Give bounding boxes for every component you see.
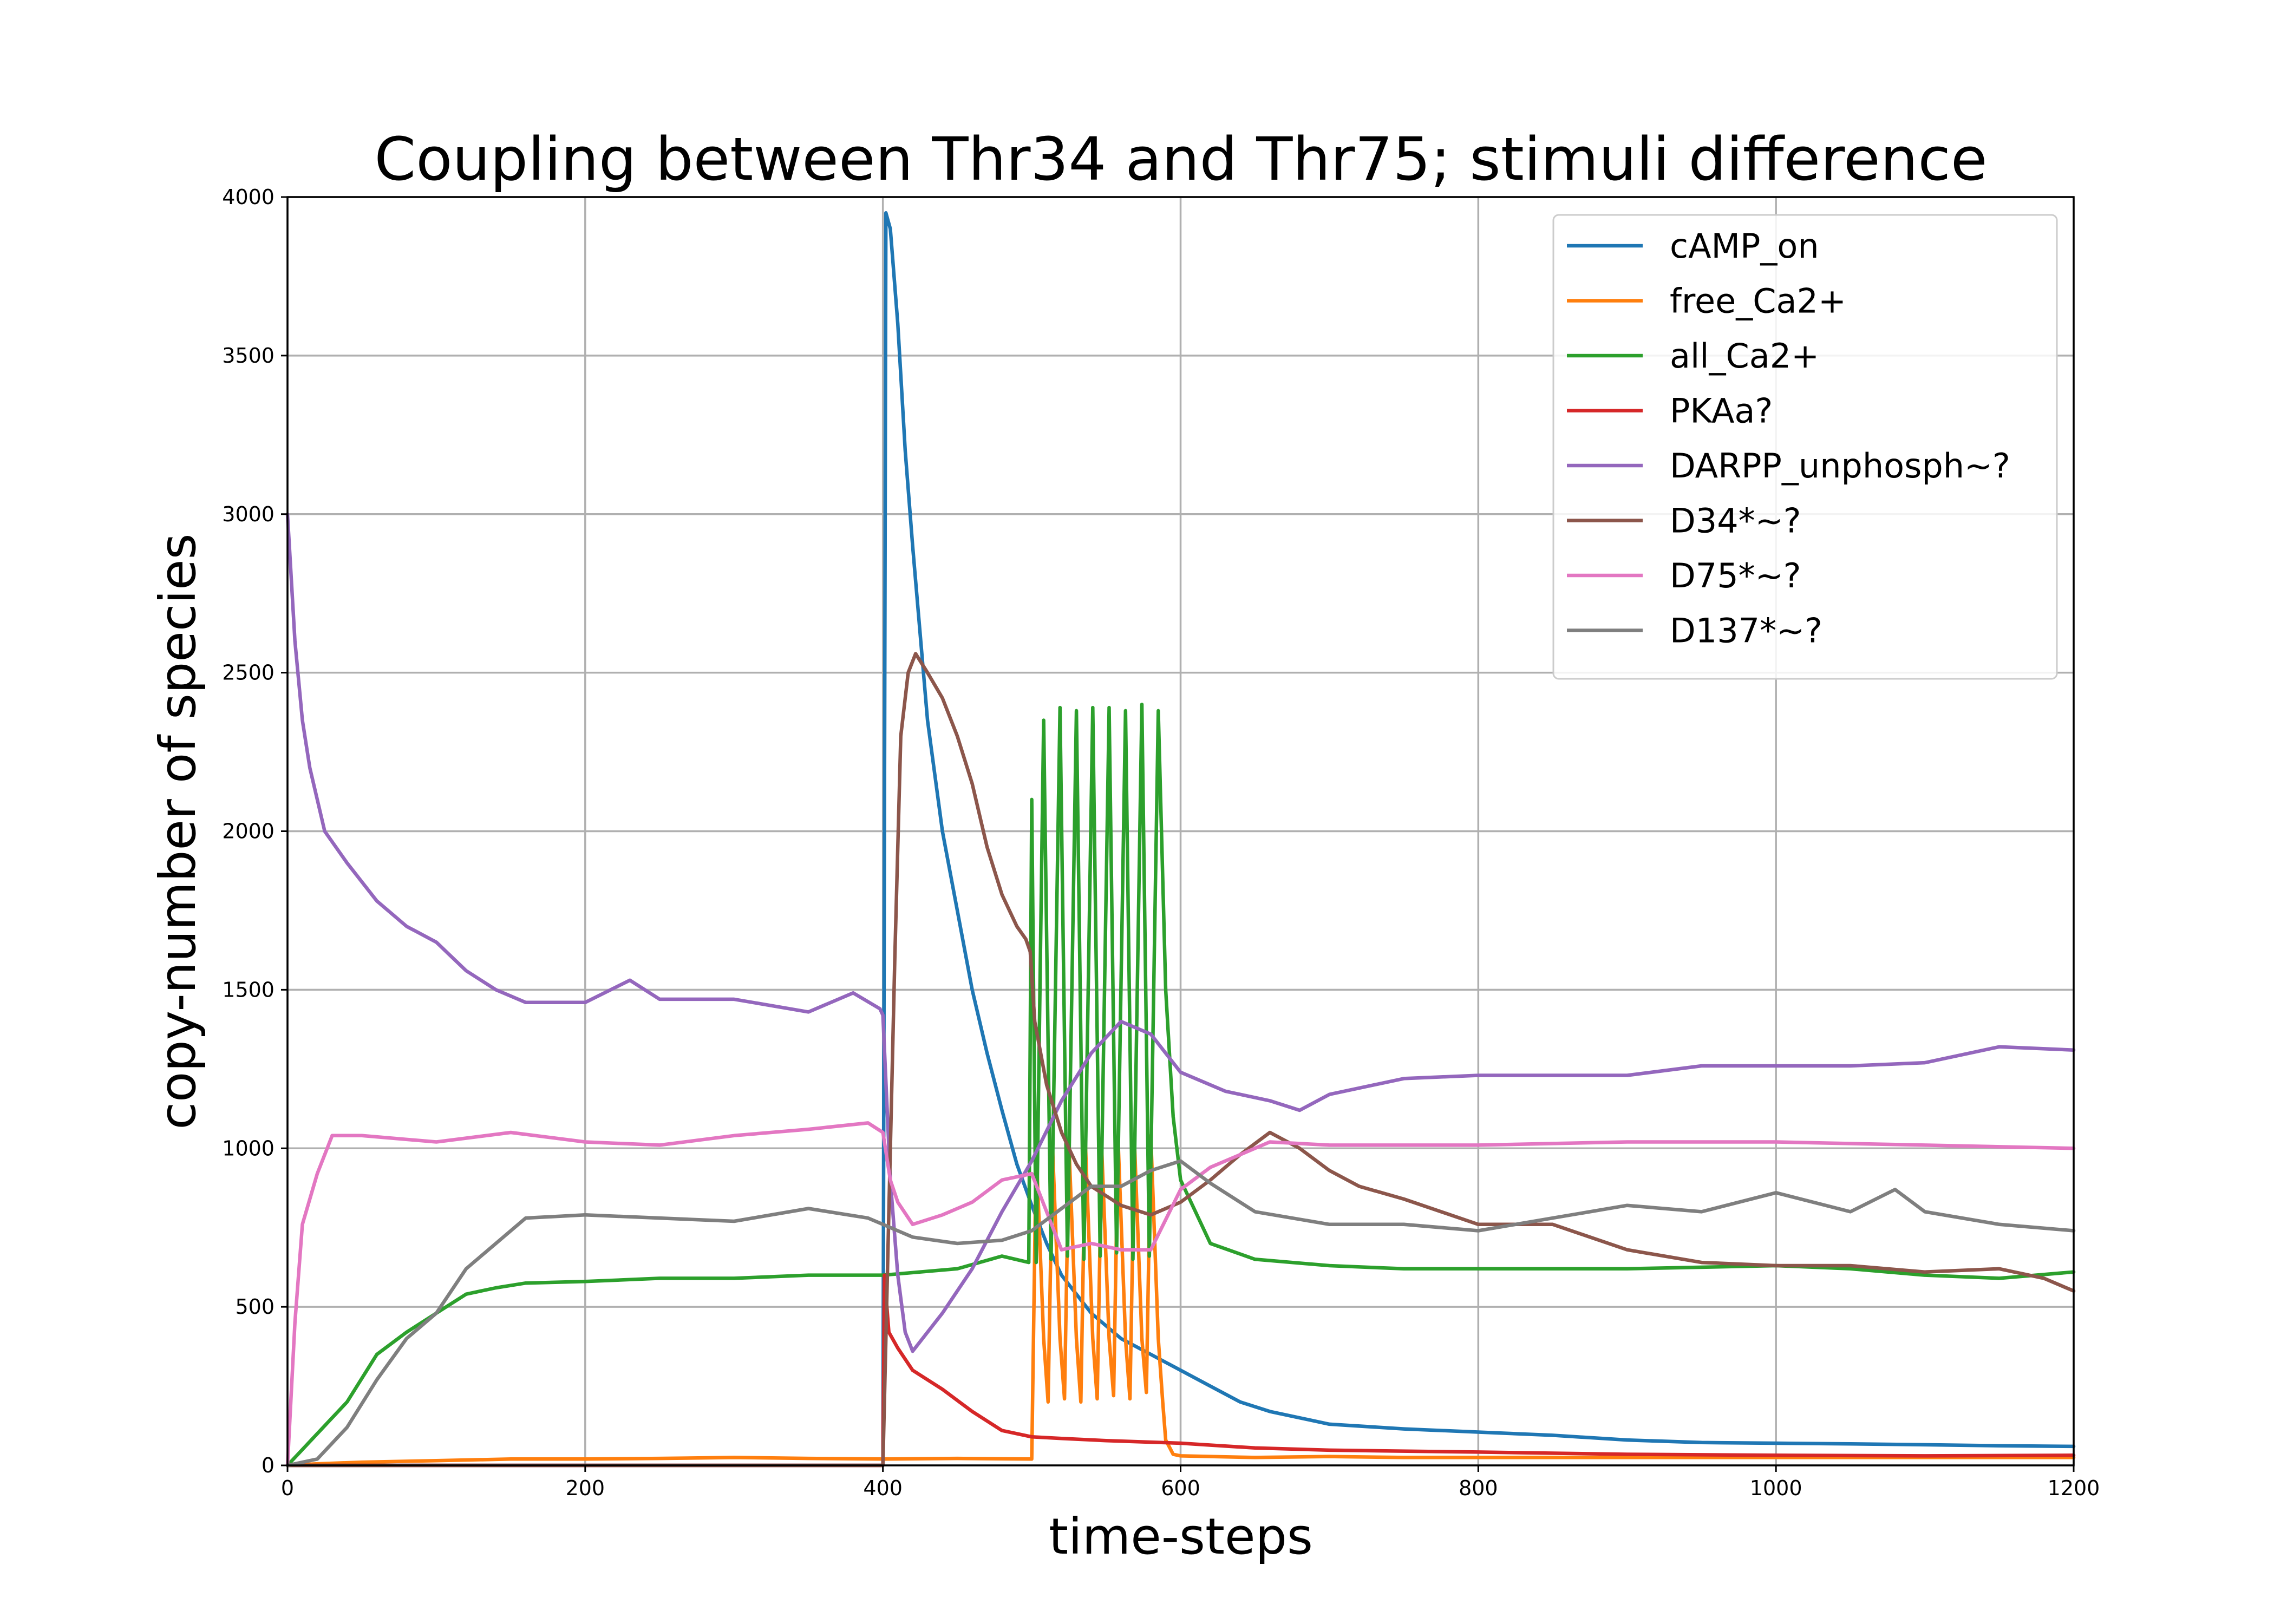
series-line-d34	[285, 652, 2076, 1468]
x-axis-label: time-steps	[1049, 1508, 1313, 1566]
y-tick-label: 2000	[222, 820, 275, 843]
y-tick-label: 3500	[222, 344, 275, 368]
x-tick-label: 400	[863, 1476, 903, 1500]
axis-ticks: 0 200 400 600 800 1000 1200 0 500 1000 1500 2000 250…	[222, 185, 2100, 1500]
legend: cAMP_on free_Ca2+ all_Ca2+ PKAa? DARPP_unpho…	[1552, 214, 2058, 680]
y-tick-label: 1500	[222, 978, 275, 1001]
plot-series	[285, 211, 2076, 1468]
y-tick-label: 0	[262, 1453, 275, 1477]
y-tick-label: 2500	[222, 661, 275, 685]
legend-label: D75*~?	[1670, 556, 1801, 595]
x-tick-label: 1200	[2048, 1476, 2100, 1500]
x-tick-label: 200	[566, 1476, 605, 1500]
y-tick-label: 1000	[222, 1136, 275, 1160]
legend-label: D137*~?	[1670, 611, 1822, 651]
x-tick-label: 600	[1161, 1476, 1200, 1500]
series-line-d75	[285, 1121, 2076, 1468]
chart-title: Coupling between Thr34 and Thr75; stimul…	[374, 125, 1987, 194]
series-line-d137	[285, 1159, 2076, 1468]
series-line-free-ca2	[285, 1134, 2076, 1468]
y-tick-label: 3000	[222, 502, 275, 526]
series-line-all-ca2	[285, 702, 2076, 1468]
y-tick-label: 500	[235, 1295, 275, 1319]
legend-label: PKAa?	[1670, 391, 1773, 431]
y-tick-label: 4000	[222, 185, 275, 209]
x-tick-label: 800	[1459, 1476, 1498, 1500]
legend-box	[1552, 214, 2058, 680]
series-line-darpp-unphosph	[285, 512, 2076, 1353]
x-tick-label: 1000	[1750, 1476, 1802, 1500]
legend-label: D34*~?	[1670, 501, 1801, 541]
x-tick-label: 0	[281, 1476, 294, 1500]
legend-label: cAMP_on	[1670, 226, 1819, 266]
y-axis-label: copy-number of species	[149, 533, 207, 1129]
legend-label: free_Ca2+	[1670, 281, 1846, 321]
legend-label: all_Ca2+	[1670, 336, 1819, 376]
legend-label: DARPP_unphosph~?	[1670, 446, 2010, 486]
